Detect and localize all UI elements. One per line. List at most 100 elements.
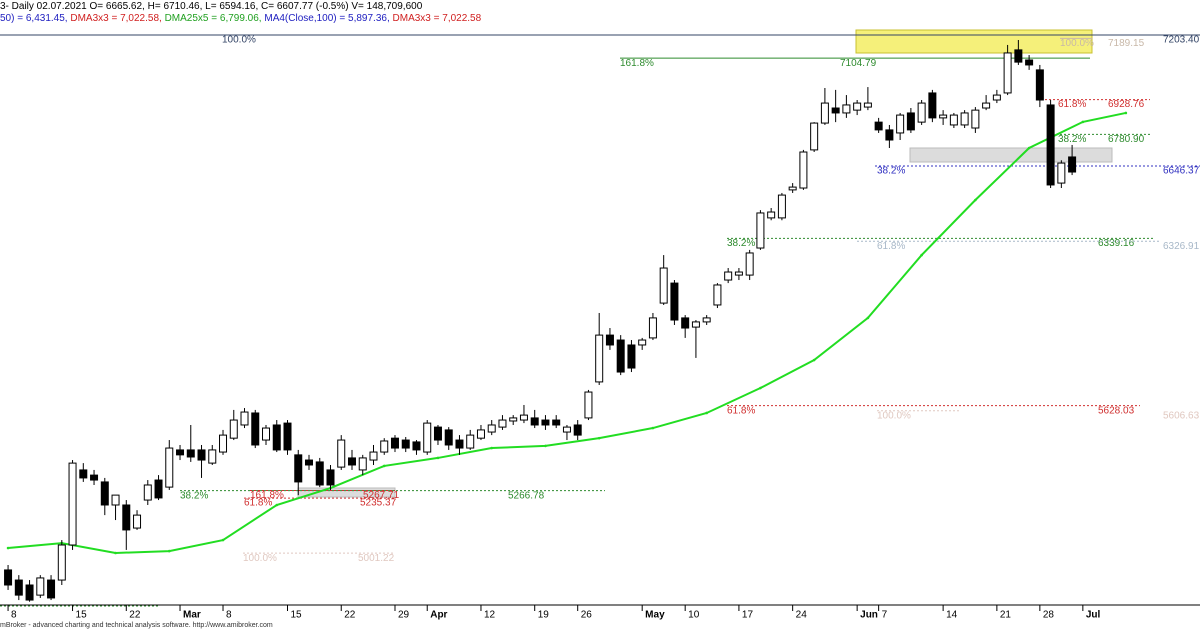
candle-body <box>25 584 34 601</box>
candle-body <box>229 419 238 439</box>
level-percent: 61.8% <box>877 241 905 252</box>
ma-point <box>812 358 816 362</box>
candle-body <box>584 391 593 419</box>
candle-body <box>133 514 142 529</box>
x-tick-label: 17 <box>742 610 754 621</box>
candle-body <box>186 449 195 458</box>
candle-body <box>487 424 496 433</box>
candle-body <box>831 107 840 114</box>
gap-zone <box>909 147 1113 163</box>
level-percent: 61.8% <box>244 498 272 509</box>
ma-point <box>597 436 601 440</box>
candle-body <box>799 151 808 189</box>
candle-body <box>326 469 335 486</box>
candle-body <box>262 427 271 441</box>
candle-body <box>165 447 174 488</box>
candle-body <box>154 479 163 499</box>
candle-body <box>562 426 571 433</box>
candle-body <box>767 211 776 219</box>
level-value: 6339.16 <box>1098 238 1135 249</box>
candle-body <box>928 92 937 119</box>
level-percent: 38.2% <box>877 166 905 177</box>
candle-body <box>863 102 872 108</box>
candle-body <box>197 449 206 461</box>
x-tick-label: 7 <box>882 610 888 621</box>
ma-point <box>974 198 977 202</box>
candle-body <box>939 114 948 119</box>
candle-body <box>777 194 786 219</box>
candle-body <box>756 212 765 249</box>
candle-body <box>627 344 636 369</box>
candle-body <box>79 469 88 479</box>
candle-body <box>251 412 260 446</box>
candle-body <box>143 484 152 501</box>
level-percent: 100.0% <box>243 553 277 564</box>
header-line: 3- Daily 02.07.2021 O= 6665.62, H= 6710.… <box>0 1 423 12</box>
candle-body <box>57 544 66 581</box>
candle-body <box>412 441 421 451</box>
candle-body <box>616 339 625 373</box>
candle-body <box>810 122 819 151</box>
header-segment: DMA3x3 = 7,022.58 <box>393 13 482 24</box>
x-tick-label: 8 <box>11 610 17 621</box>
candle-body <box>347 457 356 466</box>
level-value: 5001.22 <box>358 553 395 564</box>
plot: 100.0% 7203.40 161.8% 7104.79 100.0% 7189.15 6… <box>0 34 1200 621</box>
candle-body <box>842 104 851 114</box>
candle-body <box>670 282 679 321</box>
candle-body <box>1035 69 1044 101</box>
candle-body <box>122 504 131 531</box>
x-tick-label: 24 <box>796 610 808 621</box>
candle-body <box>498 419 507 428</box>
candle-body <box>691 321 700 328</box>
header-segment: MA4(Close,100) = 5,897.36, <box>264 13 392 24</box>
ma-point <box>6 546 10 550</box>
header-segment: 50) = 6,431.45, <box>0 13 70 24</box>
candle-body <box>659 267 668 304</box>
x-tick-label: 8 <box>226 610 232 621</box>
level-percent: 61.8% <box>727 405 755 416</box>
level-value: 5266.78 <box>508 490 545 501</box>
ma-point <box>382 464 386 468</box>
candle-body <box>337 439 346 468</box>
ma-point <box>167 549 171 553</box>
ma-point <box>1124 111 1128 115</box>
level-value: 7203.40 <box>1163 35 1200 46</box>
level-percent: 38.2% <box>1058 134 1086 145</box>
candle-body <box>874 121 883 131</box>
candle-body <box>36 577 45 596</box>
x-tick-label: 15 <box>291 610 303 621</box>
candle-body <box>971 109 980 129</box>
level-value: 5628.03 <box>1098 405 1135 416</box>
candle-body <box>272 424 281 451</box>
ma-point <box>1027 146 1031 150</box>
candle-body <box>111 494 120 506</box>
candle-body <box>476 429 485 439</box>
candle-body <box>1025 59 1034 66</box>
header-segment: DMA3x3 = 7,022.58, <box>70 13 164 24</box>
candle-body <box>519 414 528 421</box>
candle-body <box>315 461 324 486</box>
x-tick-label: 22 <box>129 610 141 621</box>
ma-point <box>920 253 923 257</box>
level-value: 5267.71 <box>363 490 400 501</box>
candle-body <box>68 462 77 546</box>
ma-point <box>114 551 117 555</box>
x-tick-label: 21 <box>1000 610 1012 621</box>
candle-body <box>724 271 733 281</box>
candle-body <box>982 102 991 109</box>
moving-average <box>7 111 1127 554</box>
x-tick-label: 28 <box>1043 610 1055 621</box>
level-value: 5235.37 <box>360 498 397 509</box>
candle-body <box>455 439 464 449</box>
level-value: 6326.91 <box>1163 241 1200 252</box>
candle-body <box>433 426 442 441</box>
footer: mBroker - advanced charting and technica… <box>0 622 273 629</box>
candle-body <box>648 317 657 339</box>
candle-body <box>219 434 228 453</box>
x-tick-label: May <box>645 610 665 621</box>
level-percent: 38.2% <box>180 490 208 501</box>
header-segment: 3- Daily 02.07.2021 O= 6665.62, H= 6710.… <box>0 1 423 12</box>
